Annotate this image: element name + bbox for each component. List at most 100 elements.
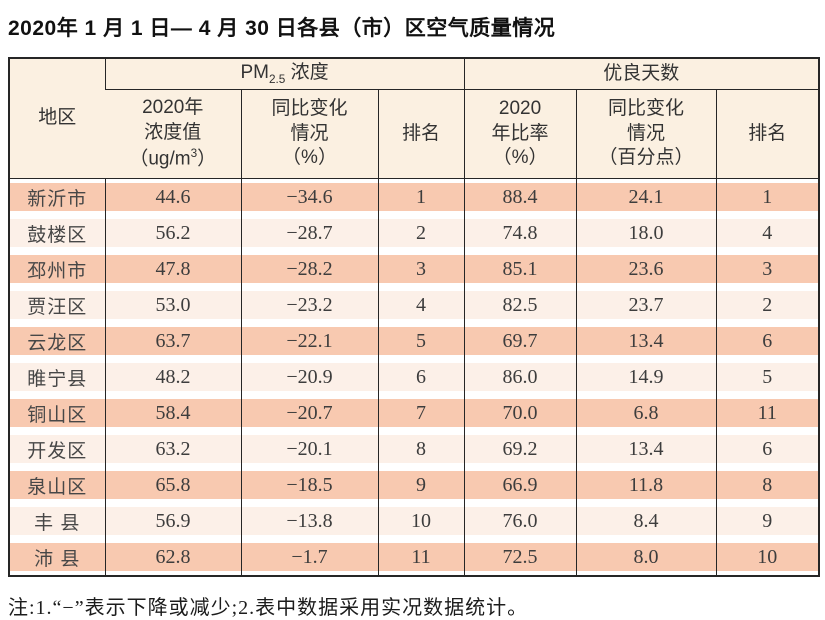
pm-value-cell: 58.4 xyxy=(104,395,241,431)
days-rank-cell: 6 xyxy=(715,431,820,467)
days-rank-cell: 5 xyxy=(715,359,820,395)
days-rank-cell: 11 xyxy=(715,395,820,431)
days-rate-cell: 88.4 xyxy=(463,178,577,215)
days-rate-line1: 2020 xyxy=(498,97,542,119)
days-rate-cell: 72.5 xyxy=(463,539,577,576)
table-row: 沛 县 62.8 −1.7 11 72.5 8.0 10 xyxy=(9,539,820,576)
group-header-row: 地区 PM2.5 浓度 优良天数 xyxy=(9,58,820,179)
col-header-region: 地区 xyxy=(9,58,105,179)
region-cell: 贾汪区 xyxy=(9,287,105,323)
pm-value-line2: 浓度值 xyxy=(144,121,202,143)
region-cell: 沛 县 xyxy=(9,539,105,576)
pm-change-cell: −20.9 xyxy=(240,359,378,395)
pm-change-cell: −13.8 xyxy=(240,503,378,539)
pm-change-line3: （%） xyxy=(282,147,337,169)
table-row: 贾汪区 53.0 −23.2 4 82.5 23.7 2 xyxy=(9,287,820,323)
pm-rank-cell: 11 xyxy=(377,539,465,576)
table-row: 泉山区 65.8 −18.5 9 66.9 11.8 8 xyxy=(9,467,820,503)
pm-value-unit-open: （ug/m xyxy=(129,148,191,169)
table-row: 睢宁县 48.2 −20.9 6 86.0 14.9 5 xyxy=(9,359,820,395)
pm-change-cell: −20.1 xyxy=(240,431,378,467)
group-header-pm25: PM2.5 浓度 xyxy=(104,58,465,90)
pm-change-cell: −20.7 xyxy=(240,395,378,431)
table-row: 邳州市 47.8 −28.2 3 85.1 23.6 3 xyxy=(9,251,820,287)
days-rank-cell: 2 xyxy=(715,287,820,323)
region-cell: 开发区 xyxy=(9,431,105,467)
table-row: 云龙区 63.7 −22.1 5 69.7 13.4 6 xyxy=(9,323,820,359)
table-row: 鼓楼区 56.2 −28.7 2 74.8 18.0 4 xyxy=(9,215,820,251)
pm-change-cell: −23.2 xyxy=(240,287,378,323)
pm-rank-cell: 5 xyxy=(377,323,465,359)
days-rate-cell: 76.0 xyxy=(463,503,577,539)
days-rank-cell: 1 xyxy=(715,178,820,215)
days-change-cell: 8.0 xyxy=(575,539,717,576)
pm-value-cell: 47.8 xyxy=(104,251,241,287)
days-rate-cell: 69.2 xyxy=(463,431,577,467)
pm-change-cell: −18.5 xyxy=(240,467,378,503)
region-cell: 睢宁县 xyxy=(9,359,105,395)
pm-rank-cell: 1 xyxy=(377,178,465,215)
days-change-cell: 14.9 xyxy=(575,359,717,395)
pm25-label-base: PM xyxy=(240,61,269,83)
days-rate-cell: 69.7 xyxy=(463,323,577,359)
days-change-cell: 23.7 xyxy=(575,287,717,323)
sub-header-row: 2020年 浓度值 （ug/m3） 同比变化 情况 （%） 排名 2020 年比… xyxy=(9,89,820,179)
footnote: 注:1.“−”表示下降或减少;2.表中数据采用实况数据统计。 xyxy=(8,597,529,619)
pm-rank-cell: 3 xyxy=(377,251,465,287)
days-rate-cell: 82.5 xyxy=(463,287,577,323)
pm-rank-cell: 8 xyxy=(377,431,465,467)
pm-value-cell: 56.2 xyxy=(104,215,241,251)
region-cell: 丰 县 xyxy=(9,503,105,539)
days-change-cell: 6.8 xyxy=(575,395,717,431)
region-cell: 邳州市 xyxy=(9,251,105,287)
days-rate-cell: 70.0 xyxy=(463,395,577,431)
pm-value-cell: 63.7 xyxy=(104,323,241,359)
pm25-label-rest: 浓度 xyxy=(285,61,329,83)
days-rate-cell: 86.0 xyxy=(463,359,577,395)
days-change-cell: 13.4 xyxy=(575,431,717,467)
days-change-cell: 24.1 xyxy=(575,178,717,215)
days-rank-cell: 8 xyxy=(715,467,820,503)
days-rank-cell: 3 xyxy=(715,251,820,287)
days-rank-cell: 6 xyxy=(715,323,820,359)
days-change-cell: 13.4 xyxy=(575,323,717,359)
days-rate-cell: 74.8 xyxy=(463,215,577,251)
pm-value-cell: 53.0 xyxy=(104,287,241,323)
pm-rank-cell: 2 xyxy=(377,215,465,251)
pm-value-line3: （ug/m3） xyxy=(105,146,241,172)
days-change-line3: （百分点） xyxy=(598,147,694,169)
pm-value-cell: 44.6 xyxy=(104,178,241,215)
table-row: 铜山区 58.4 −20.7 7 70.0 6.8 11 xyxy=(9,395,820,431)
col-header-pm-change: 同比变化 情况 （%） xyxy=(240,89,378,179)
days-change-cell: 23.6 xyxy=(575,251,717,287)
region-cell: 铜山区 xyxy=(9,395,105,431)
pm-change-line1: 同比变化 xyxy=(271,97,348,119)
col-header-days-change: 同比变化 情况 （百分点） xyxy=(575,89,717,179)
pm-rank-cell: 7 xyxy=(377,395,465,431)
pm-value-cell: 63.2 xyxy=(104,431,241,467)
pm-value-unit-close: ） xyxy=(197,148,217,169)
table-row: 开发区 63.2 −20.1 8 69.2 13.4 6 xyxy=(9,431,820,467)
region-cell: 云龙区 xyxy=(9,323,105,359)
days-change-cell: 18.0 xyxy=(575,215,717,251)
days-rate-line2: 年比率 xyxy=(491,122,549,144)
region-cell: 新沂市 xyxy=(9,179,105,216)
days-change-line2: 情况 xyxy=(627,122,666,144)
pm-value-cell: 65.8 xyxy=(104,467,241,503)
days-change-cell: 8.4 xyxy=(575,503,717,539)
air-quality-table: 地区 PM2.5 浓度 优良天数 2020年 浓度值 （ug/m3） 同比变化 … xyxy=(8,57,821,577)
pm25-label-subscript: 2.5 xyxy=(268,72,286,86)
pm-change-cell: −1.7 xyxy=(240,539,378,576)
pm-rank-cell: 9 xyxy=(377,467,465,503)
pm-rank-cell: 6 xyxy=(377,359,465,395)
pm-change-cell: −34.6 xyxy=(240,178,378,215)
col-header-pm-value: 2020年 浓度值 （ug/m3） xyxy=(105,89,241,179)
pm-value-cell: 48.2 xyxy=(104,359,241,395)
pm-change-line2: 情况 xyxy=(290,122,329,144)
table-header: 地区 PM2.5 浓度 优良天数 2020年 浓度值 （ug/m3） 同比变化 … xyxy=(9,58,820,179)
days-rank-cell: 9 xyxy=(715,503,820,539)
pm-change-cell: −28.2 xyxy=(240,251,378,287)
group-header-good-days: 优良天数 xyxy=(463,58,820,90)
days-rank-cell: 10 xyxy=(715,539,820,576)
